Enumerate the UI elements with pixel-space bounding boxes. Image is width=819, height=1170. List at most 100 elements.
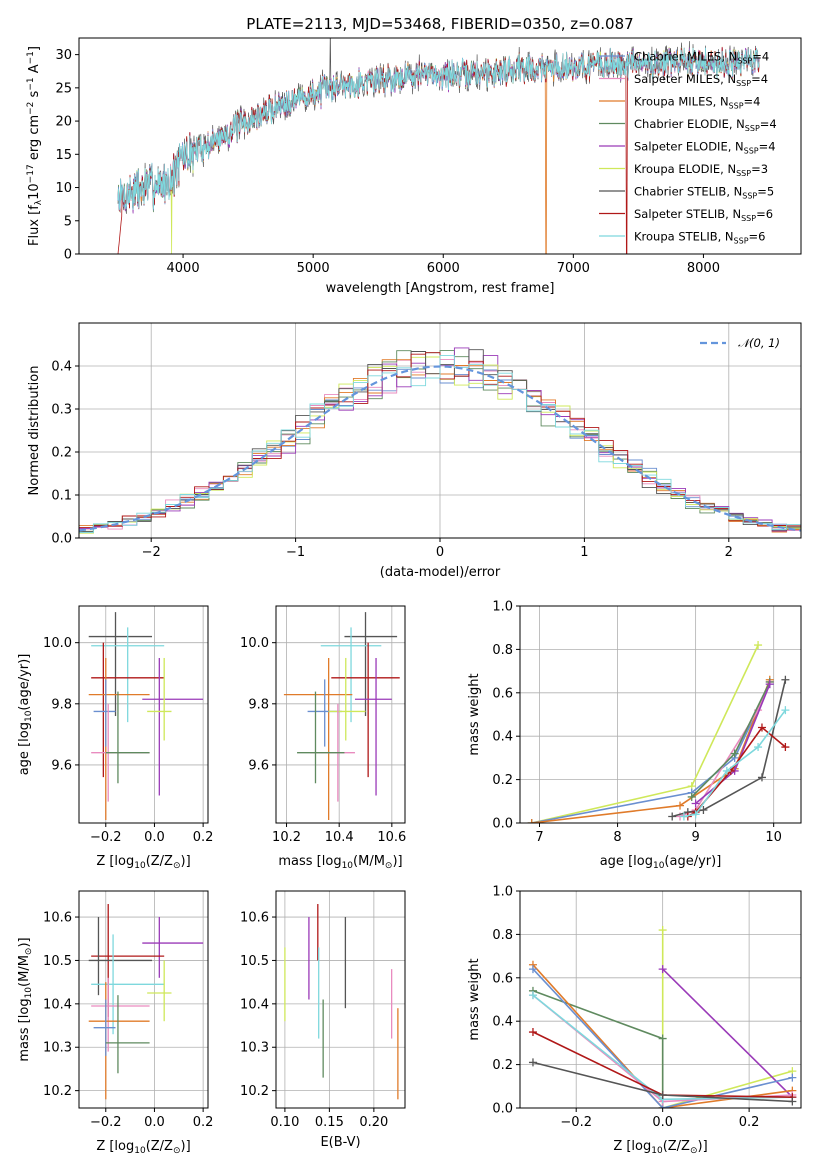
x-tick-label: 7000 <box>557 261 590 276</box>
x-tick-label: 4000 <box>167 261 200 276</box>
plot-area <box>283 612 400 820</box>
figure-title: PLATE=2113, MJD=53468, FIBERID=0350, z=0… <box>246 15 633 33</box>
plus-marker <box>528 991 537 1000</box>
y-tick-label: 0.2 <box>51 446 72 461</box>
y-tick-label: 30 <box>55 48 72 63</box>
plot-area <box>88 904 204 1100</box>
data-point-kroupa-stelib <box>91 934 165 1035</box>
x-axis-label: age [log10(age/yr)] <box>600 854 722 871</box>
y-tick-label: 10.5 <box>240 954 269 969</box>
plus-marker <box>528 1028 537 1037</box>
legend-entry: 𝒩(0, 1) <box>738 336 780 350</box>
legend-entry: Kroupa STELIB, NSSP=6 <box>634 230 765 246</box>
y-axis-label: Normed distribution <box>27 366 42 496</box>
weight-series-kroupa-elodie <box>527 641 763 823</box>
y-tick-label: 10 <box>55 181 72 196</box>
spectrum-line-kroupa-stelib <box>117 47 760 211</box>
age-vs-metallicity-panel: −0.2 0.0 0.2 9.6 9.8 10.0 Z [log10(Z/Z⊙)] age [… <box>17 605 213 871</box>
plus-marker <box>676 801 685 810</box>
x-tick-label: 10 <box>765 830 782 845</box>
data-point-salpeter-elodie <box>142 917 204 978</box>
weight-series-chabrier-stelib <box>668 675 790 821</box>
y-tick-label: 0.4 <box>492 730 513 745</box>
series-line <box>532 968 793 1108</box>
weight-vs-metallicity-panel: −0.2 0.0 0.2 0.0 0.2 0.4 0.6 0.8 1.0 Z [log10(Z/Z… <box>467 885 802 1156</box>
x-tick-label: −2 <box>142 545 161 560</box>
x-tick-label: 0.0 <box>144 830 165 845</box>
plus-marker <box>757 723 766 732</box>
plot-area <box>527 641 790 823</box>
data-point-chabrier-stelib <box>344 612 398 717</box>
series-line <box>531 644 759 823</box>
series-line <box>661 930 793 1108</box>
y-tick-label: 9.6 <box>248 758 269 773</box>
y-tick-label: 10.3 <box>43 1041 72 1056</box>
y-tick-label: 0.2 <box>492 1058 513 1073</box>
plot-frame <box>519 890 802 1109</box>
y-tick-label: 1.0 <box>492 885 513 900</box>
x-tick-label: 10.2 <box>272 830 301 845</box>
plot-area <box>88 612 204 820</box>
y-tick-label: 9.8 <box>248 697 269 712</box>
y-tick-label: 0.6 <box>492 971 513 986</box>
series-line <box>671 679 787 818</box>
plot-frame <box>78 605 209 824</box>
data-point-kroupa-miles <box>88 657 150 820</box>
x-axis-label: mass [log10(M/M⊙)] <box>278 854 402 871</box>
plot-area <box>528 926 797 1108</box>
plot-frame <box>78 37 802 255</box>
x-tick-label: 10.4 <box>325 830 354 845</box>
plus-marker <box>722 766 731 775</box>
spectrum-panel: 4000 5000 6000 7000 8000 0 5 10 15 20 25 30 waveleng… <box>26 37 802 296</box>
y-axis-label: mass weight <box>467 673 482 755</box>
legend-entry: Salpeter MILES, NSSP=4 <box>634 72 768 88</box>
data-point-kroupa-stelib <box>320 627 382 723</box>
data-point-salpeter-miles <box>91 977 150 1052</box>
x-tick-label: −1 <box>286 545 305 560</box>
data-point-kroupa-elodie <box>328 657 366 741</box>
y-tick-label: 10.3 <box>240 1041 269 1056</box>
data-point-chabrier-stelib <box>88 612 153 717</box>
x-tick-label: 0.2 <box>739 1115 760 1130</box>
y-tick-label: 10.4 <box>240 997 269 1012</box>
x-tick-label: 9 <box>691 830 699 845</box>
y-axis-label: mass [log10(M/M⊙)] <box>17 937 34 1061</box>
plus-marker <box>658 965 667 974</box>
y-tick-label: 0.4 <box>492 1015 513 1030</box>
plot-area <box>79 347 801 536</box>
x-axis-label: Z [log10(Z/Z⊙)] <box>613 1139 707 1156</box>
mass-vs-metallicity-panel: −0.2 0.0 0.2 10.2 10.3 10.4 10.5 10.6 Z [log10(Z… <box>17 890 213 1156</box>
plot-frame <box>519 605 802 824</box>
x-axis-label: wavelength [Angstrom, rest frame] <box>326 281 555 296</box>
plus-marker <box>754 743 763 752</box>
y-tick-label: 10.0 <box>240 636 269 651</box>
x-axis-label: Z [log10(Z/Z⊙)] <box>96 854 190 871</box>
y-tick-label: 10.5 <box>43 954 72 969</box>
plus-marker <box>699 805 708 814</box>
y-tick-label: 0.2 <box>492 773 513 788</box>
y-tick-label: 10.6 <box>43 911 72 926</box>
x-axis-label: (data-model)/error <box>380 565 501 580</box>
legend-entry: Kroupa MILES, NSSP=4 <box>634 95 760 111</box>
y-tick-label: 15 <box>55 148 72 163</box>
plot-area <box>117 38 760 254</box>
plot-frame <box>78 322 802 539</box>
data-point-kroupa-miles <box>283 657 353 820</box>
weight-series-kroupa-stelib <box>679 706 790 821</box>
data-point-salpeter-stelib <box>331 642 400 778</box>
legend: Chabrier MILES, NSSP=4 Salpeter MILES, NS… <box>599 50 777 246</box>
x-tick-label: 0 <box>436 545 444 560</box>
y-tick-label: 10.6 <box>240 911 269 926</box>
gaussian-reference-curve <box>79 365 801 532</box>
plus-marker <box>781 706 790 715</box>
x-tick-label: 10.6 <box>377 830 406 845</box>
legend-entry: Kroupa ELODIE, NSSP=3 <box>634 162 768 178</box>
y-tick-label: 0 <box>64 248 72 263</box>
y-tick-label: 1.0 <box>492 600 513 615</box>
y-axis-label: Flux [fλ10−17 erg cm−2 s−1 A−1] <box>26 46 44 246</box>
x-tick-label: 0.0 <box>144 1115 165 1130</box>
plus-marker <box>527 819 536 823</box>
series-line <box>662 968 793 1098</box>
x-axis-label: E(B-V) <box>320 1135 360 1150</box>
series-line <box>531 679 771 823</box>
